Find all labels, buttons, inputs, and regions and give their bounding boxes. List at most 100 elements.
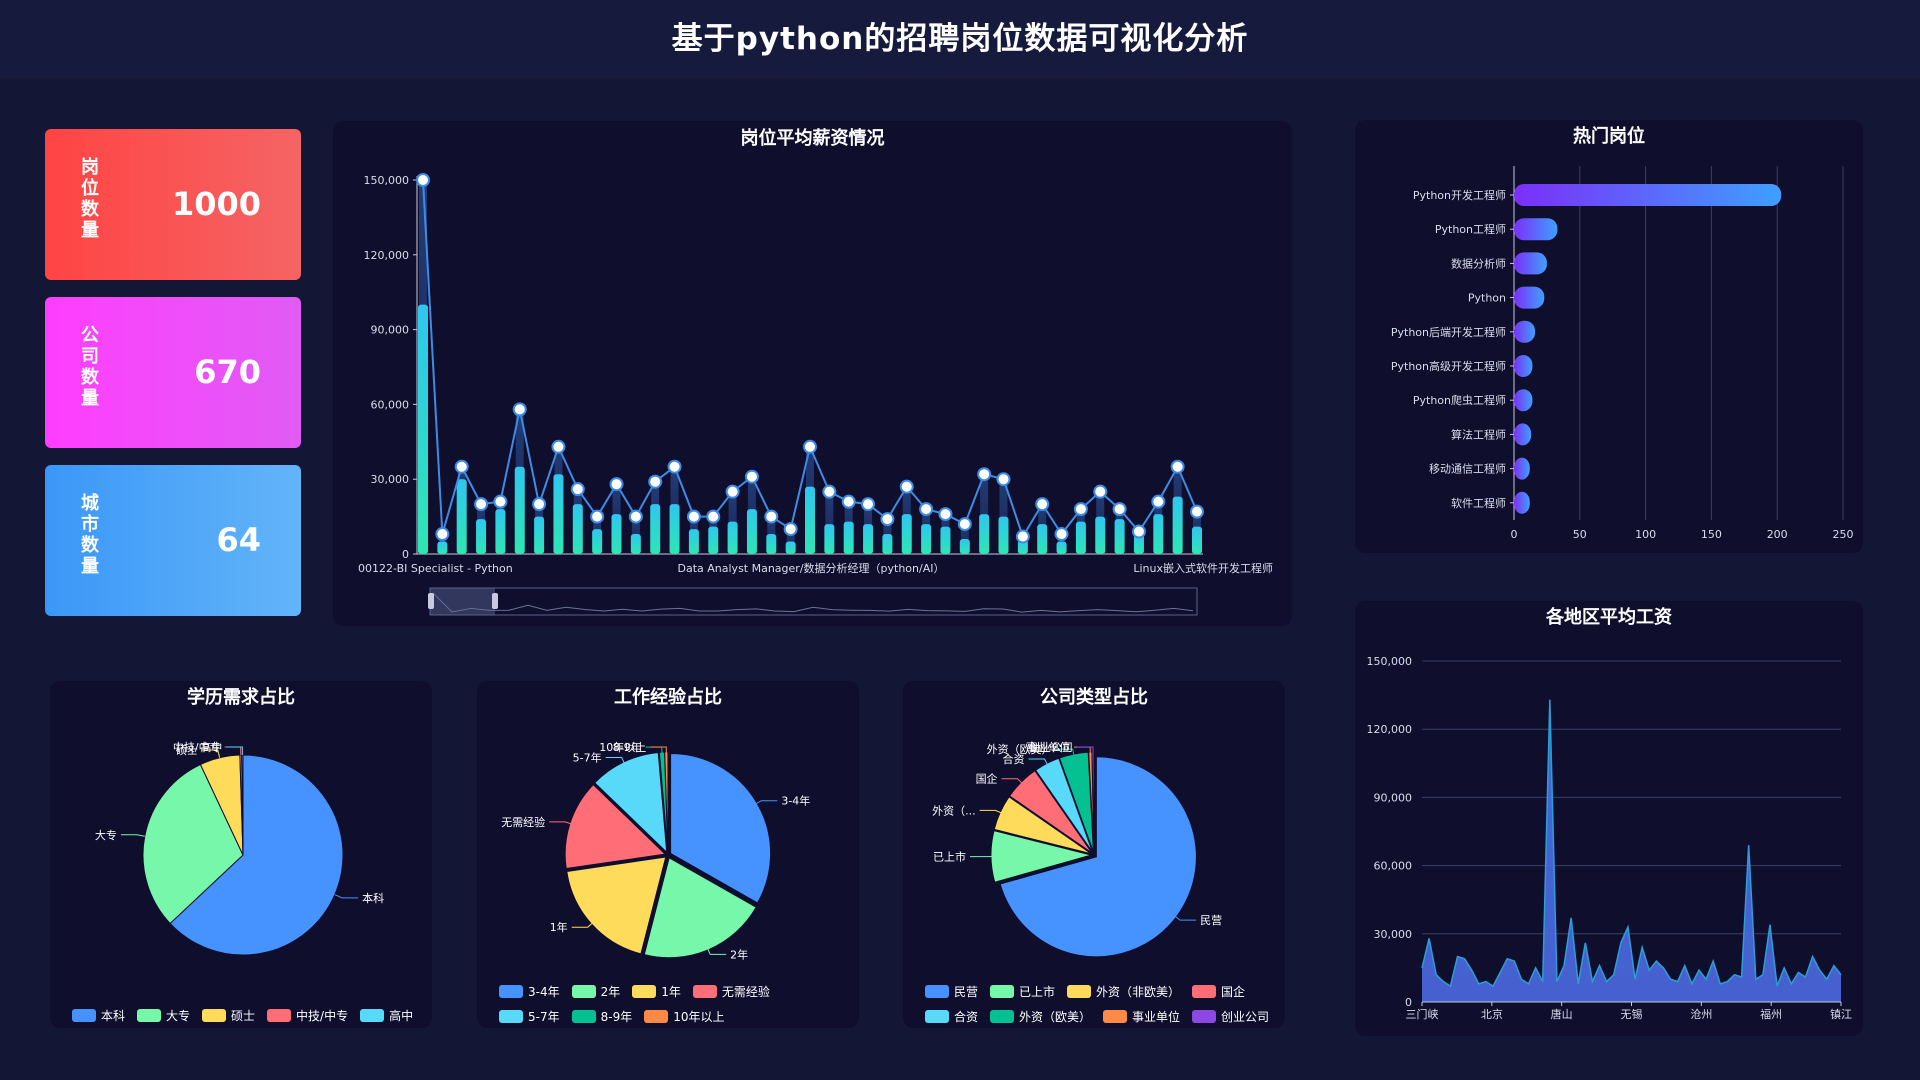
y-tick-label: 120,000 xyxy=(1367,723,1413,736)
hot-jobs-panel: 热门岗位 0 50 100 150 200 250 Python开发工程师 Python工程师… xyxy=(1355,120,1863,553)
salary-point xyxy=(803,439,817,454)
pie-slice xyxy=(142,763,244,925)
legend-swatch xyxy=(499,985,523,998)
legend-swatch xyxy=(571,985,596,998)
x-tick-label: 北京 xyxy=(1481,1007,1503,1021)
datazoom-handle[interactable] xyxy=(492,593,498,609)
stat-card-cities: 城市数量 64 xyxy=(45,465,301,616)
legend-item[interactable]: 2年 xyxy=(571,983,620,1000)
legend-swatch xyxy=(990,985,1015,998)
legend-item[interactable]: 大专 xyxy=(137,1007,190,1024)
pie-label: 大专 xyxy=(95,828,117,842)
legend-swatch xyxy=(571,1010,596,1023)
legend-item[interactable]: 国企 xyxy=(1192,983,1245,1000)
datazoom-window[interactable] xyxy=(430,588,495,615)
pie-label: 1年 xyxy=(550,920,568,934)
salary-bar xyxy=(882,534,893,554)
y-tick-label: 数据分析师 xyxy=(1451,256,1506,270)
y-tick-label: 150,000 xyxy=(1367,655,1413,668)
salary-bar xyxy=(824,524,835,554)
legend-item[interactable]: 10年以上 xyxy=(644,1008,725,1025)
legend-label: 8-9年 xyxy=(600,1010,633,1024)
salary-bar xyxy=(785,541,796,554)
legend-item[interactable]: 民营 xyxy=(925,983,978,1000)
pie-label: 外资（... xyxy=(932,804,976,817)
stat-value: 64 xyxy=(216,521,261,559)
pie-label-line xyxy=(1056,748,1075,758)
datazoom-handle[interactable] xyxy=(428,593,434,609)
salary-bar xyxy=(1075,521,1086,554)
legend-label: 硕士 xyxy=(231,1009,256,1023)
salary-point xyxy=(841,494,856,509)
chart-title: 公司类型占比 xyxy=(1040,687,1148,708)
legend-item[interactable]: 5-7年 xyxy=(499,1008,560,1025)
legend-swatch xyxy=(644,1010,669,1023)
legend-item[interactable]: 已上市 xyxy=(990,983,1055,1000)
salary-point xyxy=(744,469,759,484)
pictorial-bar xyxy=(960,524,969,554)
legend-item[interactable]: 无需经验 xyxy=(692,983,770,1000)
legend-item[interactable]: 外资（欧美） xyxy=(990,1008,1091,1025)
legend-swatch xyxy=(925,985,949,998)
pie-label-line xyxy=(571,921,594,928)
pie-label-line xyxy=(1028,758,1049,767)
legend-item[interactable]: 创业公司 xyxy=(1192,1008,1269,1025)
salary-bar xyxy=(843,521,854,554)
salary-point xyxy=(454,459,469,474)
legend-swatch xyxy=(990,1010,1015,1023)
salary-bar xyxy=(1037,524,1048,554)
x-tick-label: 福州 xyxy=(1760,1007,1782,1021)
salary-point xyxy=(1190,504,1204,519)
hot-job-bar xyxy=(1514,423,1532,446)
legend-label: 外资（非欧美） xyxy=(1096,985,1181,999)
pie-label: 3-4年 xyxy=(781,794,810,808)
chart-title: 岗位平均薪资情况 xyxy=(740,128,885,149)
salary-point xyxy=(648,474,663,489)
salary-bar xyxy=(1172,496,1183,554)
salary-bar xyxy=(766,534,777,554)
salary-point xyxy=(590,509,605,524)
exp-panel: 工作经验占比 3-4年 2年 1年 无需经验 5-7年 8-9年 10年以上 3-4年 2年 1… xyxy=(477,681,859,1028)
pie-label-line xyxy=(1076,746,1094,756)
pie-label: 中技/中专 xyxy=(173,740,221,754)
legend-label: 已上市 xyxy=(1019,985,1056,999)
salary-bar xyxy=(998,516,1009,554)
salary-bar xyxy=(921,524,932,554)
legend-item[interactable]: 合资 xyxy=(925,1008,978,1025)
y-tick-label: Python工程师 xyxy=(1435,223,1506,236)
legend-item[interactable]: 高中 xyxy=(360,1007,413,1024)
region-salary-chart: 0 30,000 60,000 90,000 120,000 150,000 三门峡 北京 唐山… xyxy=(1367,655,1853,1021)
salary-bar xyxy=(495,509,506,554)
y-tick-label: 120,000 xyxy=(364,249,410,262)
salary-bar xyxy=(669,504,680,554)
salary-point xyxy=(570,482,585,497)
edu-panel: 学历需求占比 本科 大专 硕士 中技/中专 高中 本科 大专 硕士 中技/中专 高中 xyxy=(50,681,432,1028)
legend-label: 高中 xyxy=(389,1009,414,1023)
y-tick-label: Python开发工程师 xyxy=(1413,188,1506,202)
x-tick-label: 00122-BI Specialist - Python xyxy=(358,562,513,575)
y-tick-label: 0 xyxy=(1405,996,1412,1009)
stat-label: 城市数量 xyxy=(81,493,99,577)
pie-label: 国企 xyxy=(976,772,998,786)
legend-swatch xyxy=(499,1010,523,1023)
legend-swatch xyxy=(72,1009,96,1022)
salary-point xyxy=(416,173,430,187)
legend-item[interactable]: 硕士 xyxy=(202,1007,255,1024)
legend-item[interactable]: 3-4年 xyxy=(499,983,560,1000)
legend-item[interactable]: 本科 xyxy=(72,1007,125,1024)
pie-label: 2年 xyxy=(730,947,748,961)
salary-bar xyxy=(418,304,428,554)
hot-job-bar xyxy=(1514,355,1533,377)
hot-job-bar xyxy=(1514,184,1782,206)
legend-item[interactable]: 事业单位 xyxy=(1103,1008,1180,1025)
legend-item[interactable]: 中技/中专 xyxy=(267,1007,348,1024)
salary-bar xyxy=(1056,541,1067,554)
salary-point xyxy=(1054,527,1069,542)
legend-item[interactable]: 外资（非欧美） xyxy=(1067,983,1180,1000)
stat-value: 670 xyxy=(194,353,261,391)
stat-label: 岗位数量 xyxy=(81,157,99,241)
legend-item[interactable]: 1年 xyxy=(632,983,681,1000)
salary-bar xyxy=(959,539,970,554)
pie-label: 已上市 xyxy=(933,850,966,864)
legend-item[interactable]: 8-9年 xyxy=(571,1008,633,1025)
